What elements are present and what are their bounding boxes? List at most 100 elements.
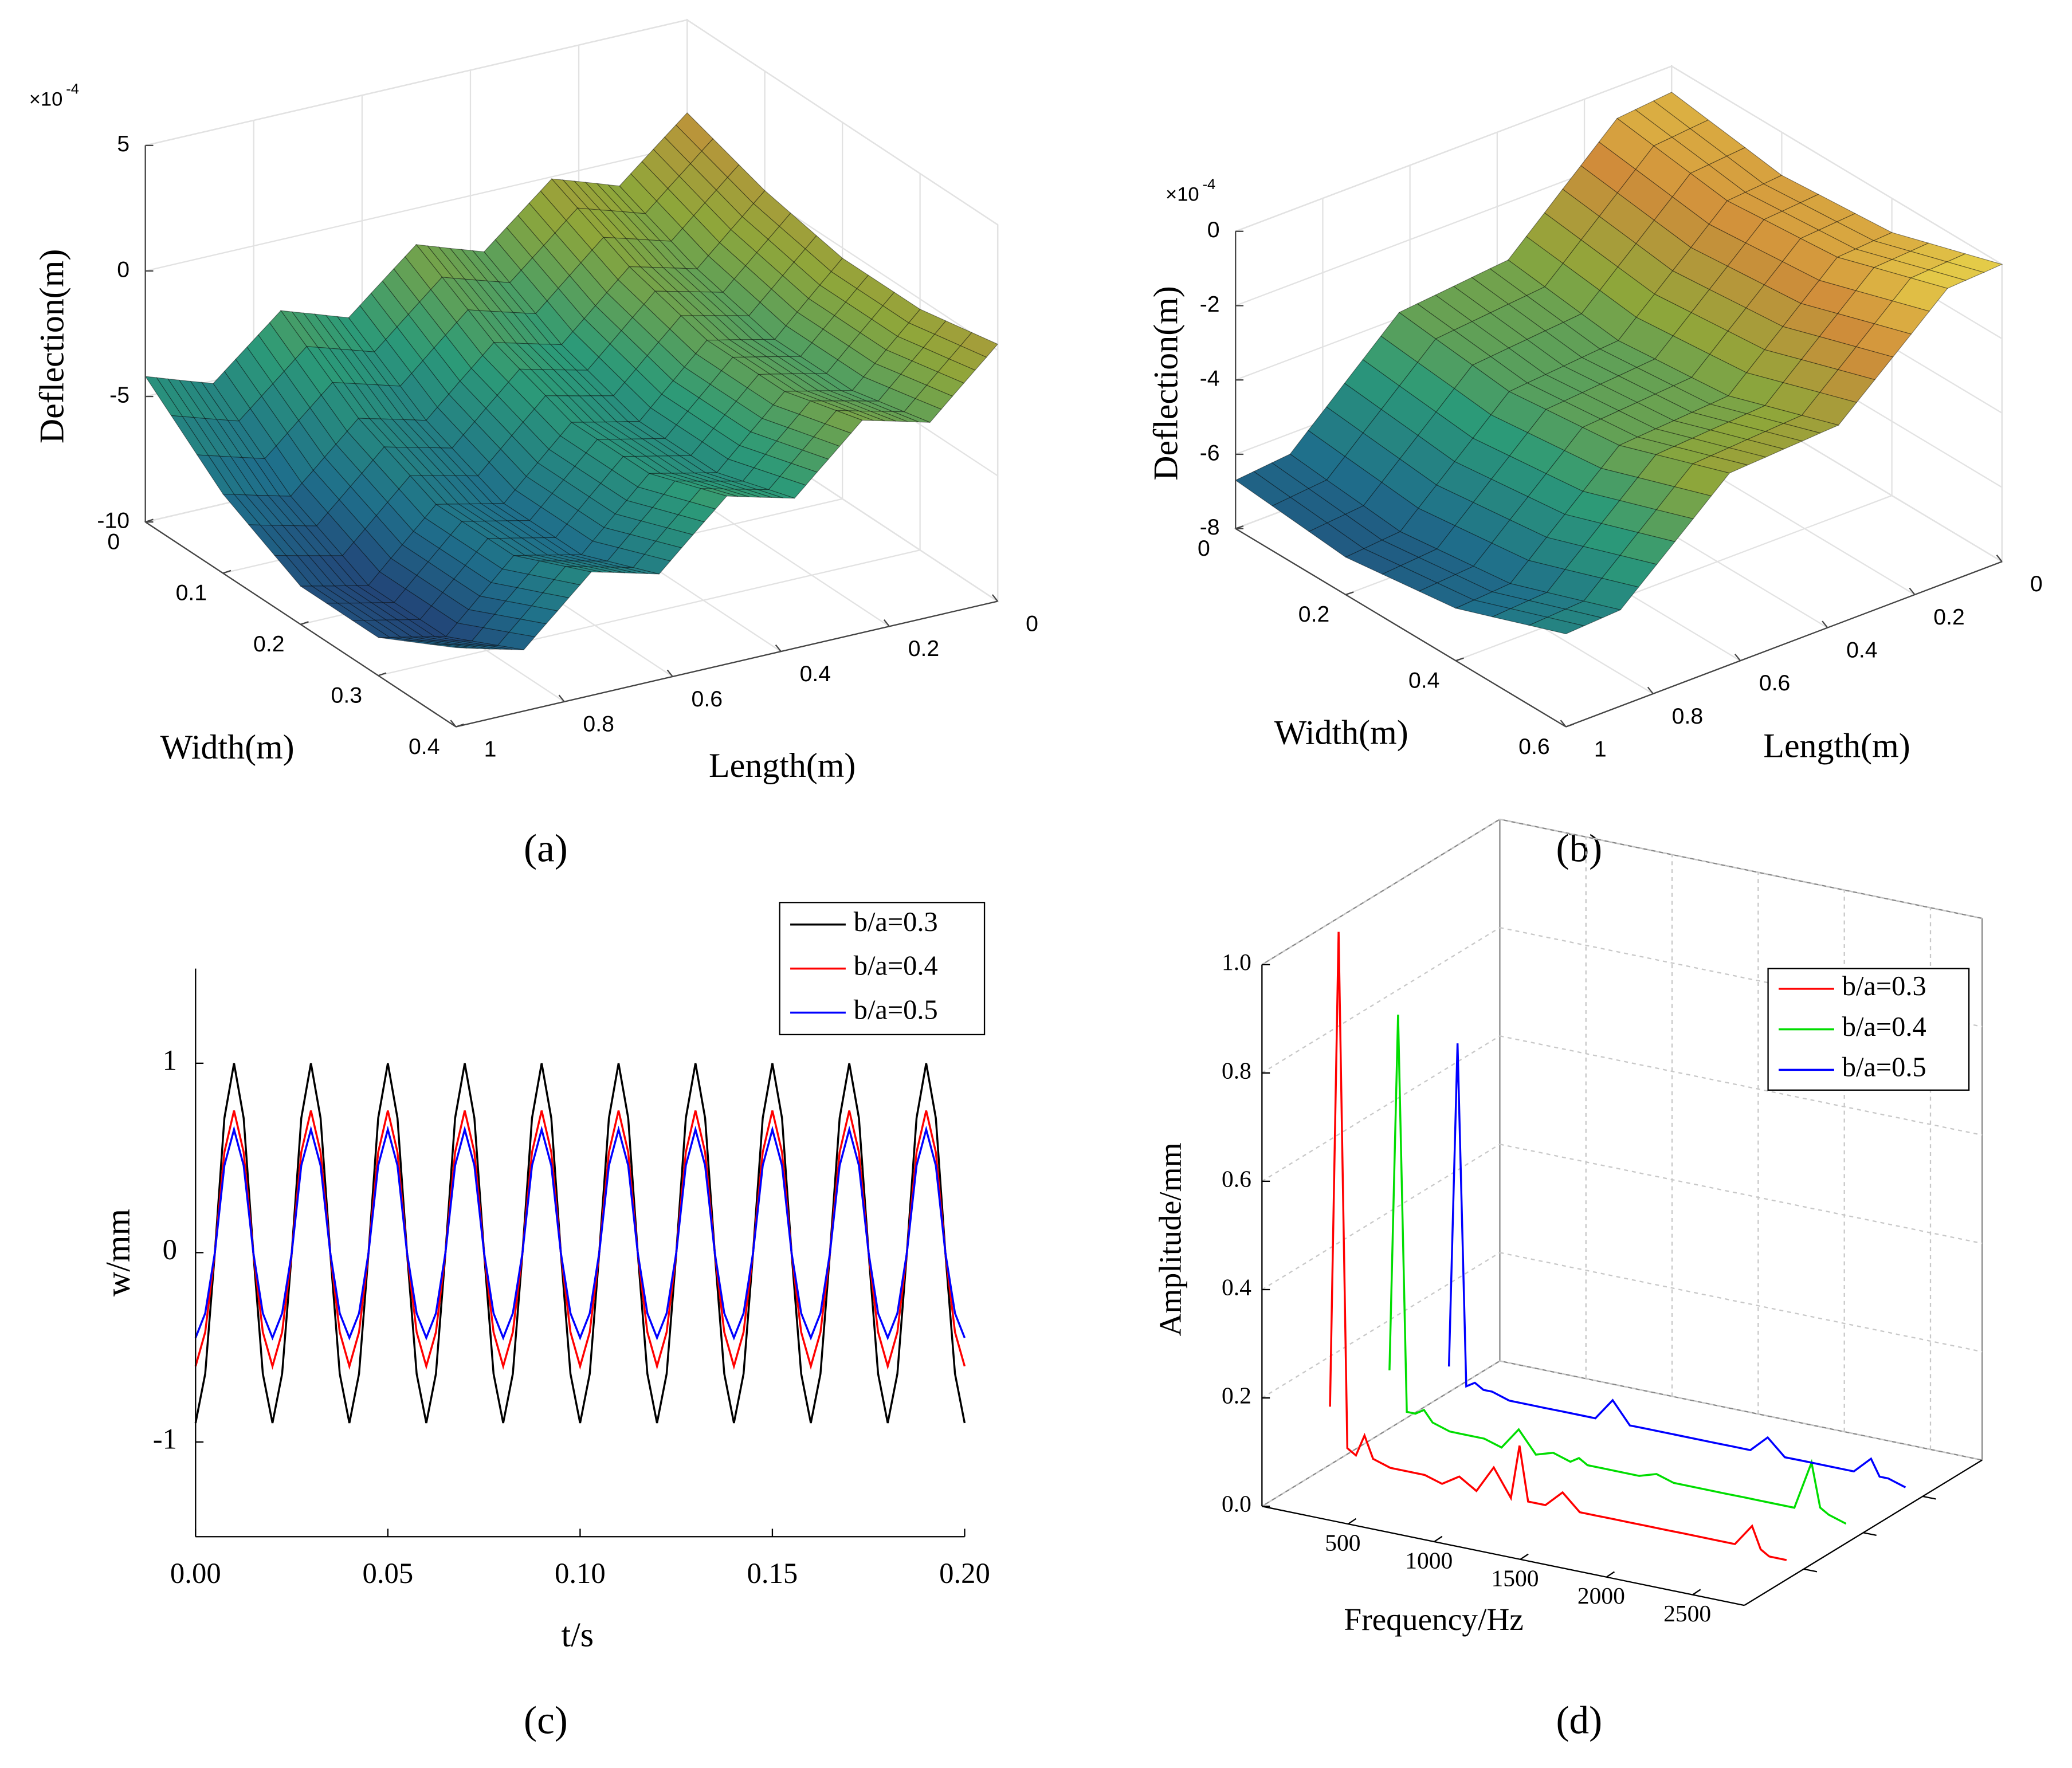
y-tick-label: 0.8: [1672, 704, 1703, 729]
z-tick-label: 5: [117, 132, 130, 156]
x-tick-label: 0.1: [176, 581, 207, 606]
tick: [1692, 1589, 1701, 1596]
tick: [991, 594, 999, 602]
legend-label: b/a=0.5: [1842, 1052, 1926, 1083]
legend-label: b/a=0.5: [854, 995, 938, 1026]
series-line: [1447, 1043, 1906, 1488]
tick: [1520, 1553, 1529, 1560]
y-tick-label: 1: [1594, 737, 1607, 761]
surface-patch: [430, 644, 468, 649]
series-line: [1388, 1015, 1847, 1525]
z-tick-label: 0: [1207, 218, 1220, 242]
z-tick-label: -10: [97, 508, 130, 533]
z-tick-label: -6: [1200, 441, 1220, 465]
y-tick-label: 1.0: [1222, 949, 1251, 975]
grid-line: [1500, 818, 1983, 920]
z-tick-label: 0: [117, 257, 130, 282]
tick: [1996, 555, 2003, 563]
x-tick-label: 0: [1198, 536, 1210, 561]
z-tick-label: -8: [1200, 515, 1220, 540]
grid-line: [1500, 926, 1983, 1028]
tick: [456, 723, 464, 728]
series-line: [194, 1125, 966, 1341]
tick: [222, 569, 231, 574]
y-tick-label: 0.2: [1933, 605, 1964, 630]
x-axis: [1235, 528, 1567, 728]
z-tick-label: -5: [109, 383, 130, 407]
x-axis-label: t/s: [561, 1616, 594, 1654]
x-tick-label: 0.4: [1408, 669, 1439, 693]
x-tick-label: 500: [1325, 1529, 1360, 1555]
x-tick-label: 0: [107, 529, 120, 554]
scale-base: ×10: [29, 89, 63, 111]
grid-line: [1261, 1360, 1501, 1507]
tick: [1235, 525, 1244, 529]
x-tick-label: 1500: [1492, 1565, 1539, 1591]
tick: [378, 672, 387, 677]
tick: [1565, 723, 1574, 728]
scale-exponent: -4: [66, 81, 79, 97]
y-tick-label: 0.6: [692, 687, 723, 712]
x-axis: [1262, 1506, 1745, 1606]
z-axis-label: Deflection(m): [33, 249, 71, 444]
x-tick-label: 0.10: [555, 1557, 606, 1589]
tick: [1606, 1571, 1615, 1578]
z-tick-label: -4: [1200, 367, 1220, 391]
scale-exponent: -4: [1203, 176, 1216, 192]
z-tick-label: -2: [1200, 292, 1220, 317]
y-tick-label: 0.6: [1759, 671, 1790, 696]
grid-line: [1455, 494, 1893, 662]
x-tick-label: 0.6: [1518, 734, 1549, 759]
tick: [1909, 587, 1916, 595]
x-tick-label: 1000: [1405, 1547, 1453, 1573]
y-axis-label: Length(m): [1763, 727, 1910, 765]
x-tick-label: 0.15: [747, 1557, 798, 1589]
y-tick-label: 0.4: [1222, 1274, 1251, 1301]
tick: [1822, 620, 1828, 628]
caption: (b): [1556, 826, 1602, 870]
caption: (a): [524, 826, 568, 870]
x-tick-label: 0.4: [409, 734, 439, 759]
y-axis: [1565, 561, 2003, 728]
y-tick-label: 0.4: [800, 662, 831, 686]
y-axis-label: w/mm: [99, 1209, 137, 1296]
grid-line: [1500, 1144, 1983, 1244]
scale-base: ×10: [1166, 184, 1199, 206]
x-tick-label: 0.20: [939, 1557, 990, 1589]
grid-line: [1500, 1360, 1983, 1461]
series-line: [194, 1063, 966, 1424]
legend-label: b/a=0.4: [854, 951, 938, 981]
grid-line: [378, 549, 920, 677]
series-line: [1329, 932, 1787, 1561]
tick: [1647, 686, 1654, 694]
grid-line: [1235, 65, 1672, 232]
tick: [450, 720, 457, 728]
tick: [883, 619, 890, 627]
y-tick-label: 0.0: [1222, 1491, 1251, 1517]
grid-line: [1671, 65, 2003, 265]
grid-line: [1500, 1252, 1983, 1353]
tick: [558, 694, 565, 702]
tick: [1455, 657, 1464, 662]
y-axis-label: Length(m): [709, 747, 856, 784]
legend-label: b/a=0.4: [1842, 1012, 1926, 1042]
tick: [775, 644, 782, 652]
grid-line: [145, 144, 688, 272]
x-tick-label: 0.05: [362, 1557, 413, 1589]
y-tick-label: 0: [1026, 611, 1038, 636]
tick: [145, 518, 154, 523]
series-line: [194, 1110, 966, 1370]
x-tick-label: 2000: [1577, 1582, 1625, 1609]
tick: [300, 621, 309, 625]
y-axis: [456, 600, 998, 728]
tick: [1560, 720, 1567, 728]
x-tick-label: 2500: [1663, 1600, 1711, 1626]
grid-line: [145, 19, 688, 147]
legend-label: b/a=0.3: [1842, 971, 1926, 1001]
y-tick-label: 0: [2030, 572, 2043, 596]
tick: [1348, 1518, 1357, 1525]
caption: (d): [1556, 1698, 1602, 1742]
x-axis-label: Width(m): [1274, 713, 1408, 751]
surface-patch: [1528, 616, 1586, 635]
